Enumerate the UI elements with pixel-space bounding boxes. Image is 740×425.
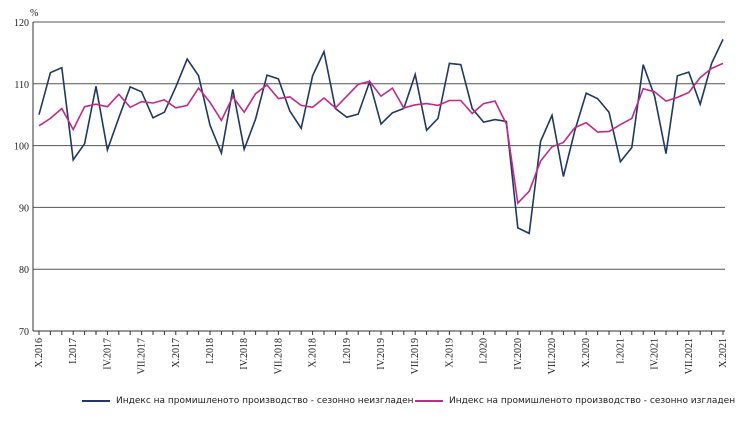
x-tick-label: I.2020 <box>479 338 490 364</box>
legend-label: Индекс на промишленото производство - се… <box>449 396 736 406</box>
x-tick-label: X.2016 <box>34 338 45 368</box>
x-tick-label: X.2021 <box>718 338 729 368</box>
x-tick-label: I.2019 <box>342 338 353 364</box>
y-tick-label: 100 <box>14 142 29 153</box>
x-tick-label: VII.2017 <box>137 338 148 374</box>
series-line-adjusted <box>38 62 724 205</box>
x-tick-label: X.2017 <box>171 338 182 368</box>
x-tick-label: X.2018 <box>308 338 319 368</box>
y-tick-label: 80 <box>19 265 29 276</box>
x-tick-label: IV.2019 <box>376 338 387 370</box>
series-line-unadjusted <box>38 38 724 235</box>
x-tick-label: I.2021 <box>615 338 626 364</box>
y-tick-label: 120 <box>14 18 29 29</box>
y-tick-label: 70 <box>19 327 29 338</box>
legend-item-adjusted: Индекс на промишленото производство - се… <box>415 396 735 406</box>
x-tick-label: IV.2017 <box>102 338 113 370</box>
legend-swatch <box>415 400 443 402</box>
y-axis-unit: % <box>30 8 38 19</box>
x-tick-label: I.2017 <box>68 338 79 364</box>
x-tick-label: VII.2021 <box>684 338 695 374</box>
legend-item-unadjusted: Индекс на промишленото производство - се… <box>82 396 414 406</box>
x-tick-label: X.2020 <box>581 338 592 368</box>
x-tick-label: VII.2020 <box>547 338 558 374</box>
y-tick-label: 110 <box>14 80 29 91</box>
x-tick-label: X.2019 <box>444 338 455 368</box>
x-tick-label: IV.2020 <box>513 338 524 370</box>
legend-swatch <box>82 400 110 402</box>
legend-label: Индекс на промишленото производство - се… <box>116 396 414 406</box>
x-tick-label: IV.2021 <box>650 338 661 370</box>
y-tick-label: 90 <box>19 203 29 214</box>
x-tick-label: VII.2018 <box>273 338 284 374</box>
x-tick-label: VII.2019 <box>410 338 421 374</box>
x-tick-label: I.2018 <box>205 338 216 364</box>
x-tick-label: IV.2018 <box>239 338 250 370</box>
